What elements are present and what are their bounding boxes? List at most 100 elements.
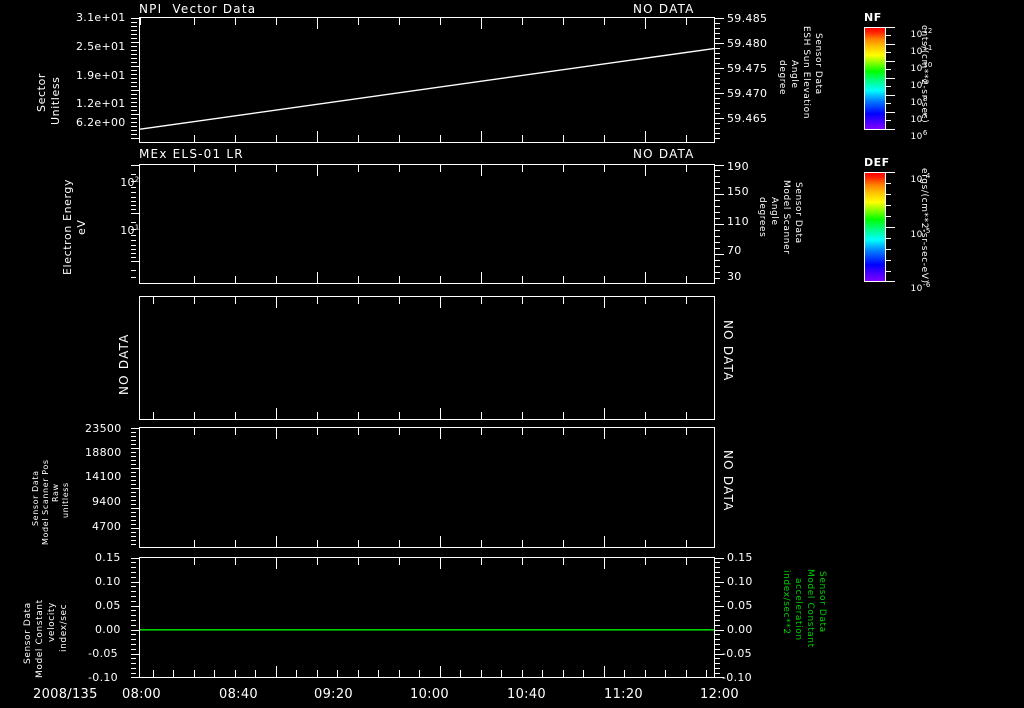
panel1-ytick-1: 2.5e+01	[76, 40, 126, 53]
time-axis-label-2: 09:20	[314, 687, 353, 702]
panel5-ytick-5: -0.10	[88, 671, 118, 684]
panel4-left-minor-ticks	[131, 428, 139, 547]
nf-colorbar-tick-5: 107	[897, 107, 928, 134]
panel2-tickmarks	[140, 165, 714, 283]
time-axis-date-prefix: 2008/135	[33, 687, 98, 702]
panel5-right-axis-title-line3: acceleration	[793, 578, 803, 641]
panel5-right-axis-title-line2: Model Constant	[805, 569, 815, 648]
panel4-ytick-3: 9400	[92, 495, 122, 508]
panel5-ytick-1: 0.10	[95, 575, 121, 588]
panel1-right-minor-ticks	[715, 18, 724, 142]
panel2-ytick-0: 102	[105, 166, 140, 199]
panel1-right-axis-title-line2: ESH Sun Elevation	[801, 26, 811, 120]
panel1-top-title: NPI Vector Data	[139, 2, 257, 16]
def-colorbar-label: DEF	[864, 156, 890, 169]
nf-colorbar-tick-0: 1012	[897, 22, 933, 49]
panel4-ytick-1: 18800	[85, 446, 122, 459]
panel2-ytick-1-mantissa: 10	[120, 224, 135, 237]
panel1-ytick-0: 3.1e+01	[76, 11, 126, 24]
nf-colorbar-unit: cnts/(cm**2-sr-sec)	[919, 25, 929, 124]
time-axis-label-1: 08:40	[219, 687, 258, 702]
def-tick-0-mantissa: 10	[910, 175, 923, 185]
time-axis-label-5: 11:20	[604, 687, 643, 702]
nf-tick-2-exponent: 10	[922, 61, 933, 69]
panel4-left-axis-title-line1: Sensor Data	[31, 470, 40, 526]
nf-colorbar-tick-4: 108	[897, 90, 928, 117]
panel5-right-axis-title-line1: Sensor Data	[817, 571, 827, 633]
nf-tick-0-exponent: 12	[922, 27, 933, 35]
panel4-tickmarks	[140, 428, 714, 547]
nf-colorbar-tick-2: 1010	[897, 56, 933, 83]
panel-mex-els-01-lr[interactable]	[139, 164, 715, 284]
panel2-ytick-right-3: 70	[727, 244, 742, 257]
nf-tick-4-mantissa: 10	[910, 98, 923, 108]
panel2-left-axis-title-line1: Electron Energy	[61, 178, 74, 275]
panel2-right-axis-title-line1: Sensor Data	[793, 182, 803, 244]
panel5-ytick-right-0: 0.15	[727, 551, 753, 564]
nf-tick-3-exponent: 9	[922, 78, 928, 86]
nf-colorbar-tick-1: 1011	[897, 39, 933, 66]
panel1-trace-esh-sun-elevation	[140, 18, 714, 142]
panel2-right-axis-title-line4: degrees	[757, 197, 767, 238]
nf-colorbar-gradient	[865, 28, 885, 129]
panel3-left-no-data-label: NO DATA	[117, 333, 131, 395]
def-tick-2-mantissa: 10	[910, 284, 923, 294]
def-colorbar[interactable]	[864, 172, 886, 282]
nf-tick-5-exponent: 7	[922, 112, 928, 120]
panel-npi-vector-data[interactable]	[139, 17, 715, 143]
panel5-ytick-3: 0.00	[95, 623, 121, 636]
def-colorbar-ticks	[886, 172, 895, 282]
panel1-ytick-4: 6.2e+00	[76, 116, 126, 129]
panel1-ytick-right-0: 59.485	[727, 12, 768, 25]
panel1-right-axis-title-line3: Angle	[789, 60, 799, 89]
nf-colorbar-label: NF	[864, 11, 882, 24]
def-colorbar-tick-2: 10-6	[897, 276, 931, 303]
def-colorbar-tick-1: 10-5	[897, 222, 931, 249]
nf-colorbar-tick-3: 109	[897, 73, 928, 100]
panel2-top-title: MEx ELS-01 LR	[139, 147, 244, 161]
panel2-ytick-right-1: 150	[727, 185, 749, 198]
panel5-left-minor-ticks	[131, 558, 139, 678]
time-axis-label-4: 10:40	[507, 687, 546, 702]
panel5-left-axis-title-line3: velocity	[47, 602, 57, 642]
nf-colorbar-tick-6: 106	[897, 124, 928, 151]
panel5-left-axis-title-line1: Sensor Data	[23, 602, 33, 664]
panel4-left-axis-title-line2: Model Scanner Pos	[41, 459, 50, 545]
panel5-left-axis-title-line4: index/sec	[59, 603, 69, 652]
nf-colorbar[interactable]	[864, 27, 886, 130]
panel2-right-axis-title-line2: Model Scanner	[781, 180, 791, 255]
panel2-ytick-right-0: 190	[727, 160, 749, 173]
panel3-right-no-data-label: NO DATA	[721, 320, 735, 382]
panel4-right-no-data-label: NO DATA	[721, 450, 735, 512]
nf-tick-6-mantissa: 10	[910, 132, 923, 142]
nf-tick-2-mantissa: 10	[910, 64, 923, 74]
panel2-ytick-1: 101	[105, 214, 140, 247]
panel5-ytick-right-3: 0.00	[727, 623, 753, 636]
panel2-left-axis-title-line2: eV	[75, 219, 88, 236]
panel5-ytick-4: -0.05	[88, 647, 118, 660]
panel1-top-right-note: NO DATA	[633, 2, 695, 16]
panel-model-scanner-pos-raw[interactable]	[139, 427, 715, 548]
panel5-trace-model-constant-acceleration	[140, 558, 714, 677]
panel4-ytick-0: 23500	[85, 422, 122, 435]
panel2-left-minor-ticks	[131, 165, 139, 283]
nf-tick-5-mantissa: 10	[910, 115, 923, 125]
nf-tick-0-mantissa: 10	[910, 30, 923, 40]
panel3-tickmarks	[140, 297, 714, 419]
panel5-ytick-right-4: -0.05	[722, 647, 752, 660]
panel5-right-minor-ticks	[715, 558, 724, 678]
panel1-ytick-right-3: 59.470	[727, 87, 768, 100]
def-tick-1-mantissa: 10	[910, 230, 923, 240]
panel1-left-minor-ticks	[131, 18, 139, 142]
panel1-ytick-2: 1.9e+01	[76, 69, 126, 82]
panel5-right-axis-title-line4: index/sec**2	[781, 570, 791, 635]
panel1-ytick-right-1: 59.480	[727, 37, 768, 50]
panel2-right-axis-title-line3: Angle	[769, 197, 779, 226]
panel2-ytick-0-exponent: 2	[134, 175, 140, 184]
panel4-left-axis-title-line3: Raw	[51, 483, 60, 502]
panel5-ytick-right-2: 0.05	[727, 599, 753, 612]
panel-no-data[interactable]	[139, 296, 715, 420]
panel5-ytick-right-5: -0.10	[722, 671, 752, 684]
panel1-ytick-right-2: 59.475	[727, 62, 768, 75]
panel-model-constant-velocity[interactable]	[139, 557, 715, 678]
